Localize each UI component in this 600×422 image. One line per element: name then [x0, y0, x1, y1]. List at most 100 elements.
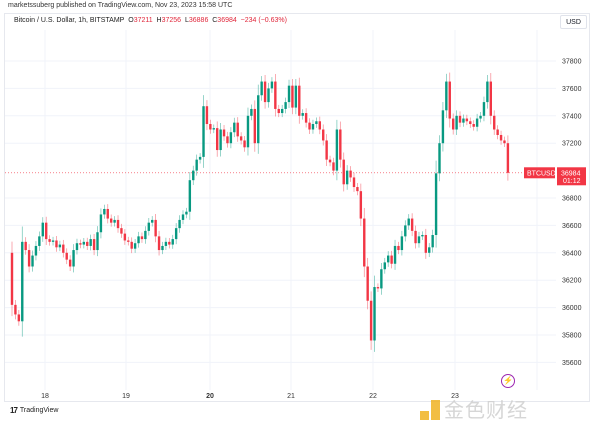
candle-body: [116, 219, 120, 229]
candle-body: [103, 208, 106, 215]
time-tick: 23: [451, 393, 459, 400]
lightning-icon[interactable]: ⚡: [501, 374, 515, 388]
candle-body: [277, 108, 280, 114]
candle-body: [21, 241, 24, 322]
candle-body: [130, 241, 133, 249]
candle-body: [352, 177, 356, 188]
price-tick: 36800: [562, 196, 582, 203]
low-label: L: [184, 17, 189, 24]
candle-body: [188, 180, 192, 212]
price-tick: 35800: [562, 333, 582, 340]
candle-body: [55, 240, 58, 248]
candle-body: [482, 102, 486, 116]
candle-body: [168, 241, 171, 245]
candle-body: [438, 143, 441, 174]
candle-body: [75, 243, 79, 251]
candle-body: [198, 156, 202, 160]
candle-body: [120, 228, 123, 234]
candle-body: [345, 170, 349, 185]
price-tick: 36600: [562, 223, 582, 230]
candle-body: [229, 132, 233, 144]
candle-body: [14, 304, 17, 315]
candle-body: [222, 129, 226, 137]
candle-body: [174, 228, 178, 240]
candle-body: [253, 108, 257, 144]
candle-body: [400, 236, 404, 251]
price-tag-text: 36984: [561, 170, 581, 177]
candle-body: [68, 259, 72, 267]
candle-body: [417, 236, 421, 244]
symbol-title: Bitcoin / U.S. Dollar, 1h, BITSTAMP: [14, 17, 125, 24]
candle-body: [380, 269, 383, 289]
time-axis: 18 19 20 21 22 23: [41, 393, 459, 400]
candle-body: [113, 219, 116, 223]
candle-body: [479, 115, 482, 119]
candle-body: [140, 236, 144, 240]
grid: [5, 30, 556, 390]
candle-body: [123, 233, 127, 241]
candle-body: [137, 236, 140, 244]
candle-body: [448, 81, 451, 119]
candle-body: [151, 219, 154, 223]
candle-body: [298, 85, 301, 116]
candle-body: [260, 81, 263, 96]
candle-body: [428, 247, 431, 253]
candle-body: [219, 129, 222, 151]
candle-body: [410, 218, 414, 231]
candle-body: [192, 170, 195, 181]
candle-body: [462, 118, 465, 123]
candle-body: [239, 136, 243, 141]
tradingview-logo[interactable]: 17 TradingView: [10, 406, 58, 415]
tradingview-logo-mark: 17: [10, 406, 18, 415]
countdown-text: 01:12: [563, 178, 581, 185]
candle-body: [304, 113, 308, 123]
publish-info: marketssuberg published on TradingView.c…: [8, 2, 233, 9]
candle-body: [356, 187, 359, 192]
candle-body: [325, 140, 328, 160]
candle-body: [181, 214, 185, 220]
candle-body: [202, 106, 205, 157]
high-value: 37256: [161, 17, 182, 24]
price-tick: 35600: [562, 360, 582, 367]
candle-body: [195, 159, 198, 171]
candle-body: [441, 110, 445, 144]
high-label: H: [156, 17, 162, 24]
candle-body: [431, 234, 434, 248]
candle-body: [161, 245, 164, 251]
open-value: 37211: [133, 17, 153, 24]
candle-body: [311, 124, 315, 130]
candle-body: [387, 255, 390, 263]
chart-frame: [4, 13, 590, 402]
candle-body: [82, 241, 86, 245]
candle-body: [89, 239, 92, 246]
price-tick: 37800: [562, 59, 582, 66]
candle-body: [291, 85, 294, 108]
candle-body: [489, 81, 492, 116]
close-label: C: [212, 17, 218, 24]
candle-body: [10, 252, 14, 305]
candle-body: [294, 85, 298, 108]
candle-body: [376, 287, 380, 289]
candle-body: [445, 81, 448, 111]
price-axis: 35600 35800 36000 36200 36400 36600 36800 37200…: [562, 59, 582, 367]
currency-button[interactable]: USD: [560, 15, 587, 29]
candle-body: [178, 219, 181, 229]
candle-body: [171, 239, 174, 245]
candle-body: [503, 140, 506, 144]
candle-body: [157, 236, 161, 251]
candle-body: [246, 115, 250, 148]
candle-body: [414, 230, 417, 244]
candle-body: [209, 124, 212, 130]
price-tick: 36400: [562, 250, 582, 257]
candle-body: [318, 121, 321, 130]
candle-body: [328, 159, 332, 163]
candle-body: [154, 219, 157, 237]
candle-body: [465, 118, 469, 122]
candle-body: [27, 250, 31, 267]
candle-body: [250, 108, 253, 116]
tradingview-brand: TradingView: [19, 407, 59, 414]
candle-body: [257, 95, 260, 144]
candle-body: [363, 218, 366, 267]
candle-body: [58, 244, 62, 248]
